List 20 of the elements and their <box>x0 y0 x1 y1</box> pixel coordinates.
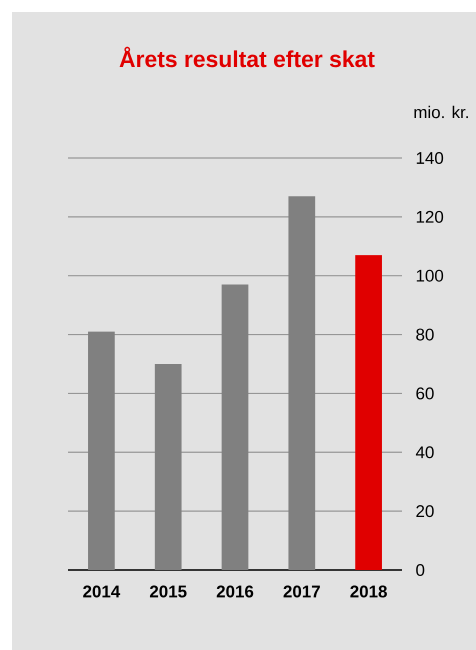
x-tick-label: 2014 <box>83 586 120 598</box>
x-tick-label: 2016 <box>216 586 254 598</box>
bar <box>355 255 382 570</box>
y-tick-label: 0 <box>416 564 424 576</box>
y-tick-label: 120 <box>416 210 444 223</box>
chart-title: Årets resultat efter skat <box>120 46 375 68</box>
bar <box>222 284 248 570</box>
y-tick-label: 20 <box>416 505 434 518</box>
y-axis-title: mio. kr. <box>414 106 468 118</box>
bar <box>288 196 316 570</box>
y-tick-label: 60 <box>416 387 434 400</box>
bar <box>154 364 182 570</box>
x-tick-label: 2015 <box>150 586 187 598</box>
y-tick-label: 140 <box>416 152 444 164</box>
x-tick-label: 2018 <box>350 586 387 598</box>
y-tick-label: 80 <box>416 328 434 341</box>
x-tick-label: 2017 <box>284 586 320 598</box>
bar <box>88 332 115 570</box>
y-tick-label: 100 <box>416 270 444 282</box>
y-tick-label: 40 <box>416 446 434 458</box>
